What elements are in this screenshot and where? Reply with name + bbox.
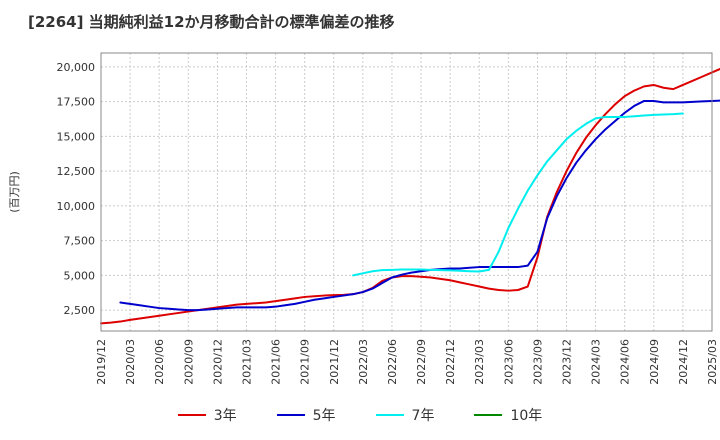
x-tick-label: 2019/12 [95,339,108,385]
x-tick-label: 2021/03 [240,339,253,385]
x-axis-ticks: 2019/12 2020/03 2020/06 2020/09 2020/12 2021/… [95,339,719,385]
x-tick-label: 2022/12 [444,339,457,385]
legend-swatch [375,414,404,416]
x-tick-label: 2021/12 [328,339,341,385]
legend-swatch [177,414,206,416]
x-tick-label: 2024/12 [677,339,690,385]
y-tick-label: 10,000 [57,200,96,213]
legend-item-2: 7年 [375,405,435,425]
x-tick-label: 2024/03 [590,339,603,385]
x-tick-label: 2022/09 [415,339,428,385]
x-tick-label: 2023/06 [502,339,515,385]
x-tick-label: 2023/03 [473,339,486,385]
x-tick-label: 2025/03 [706,339,719,385]
x-tick-label: 2021/06 [270,339,283,385]
series-line-2 [352,112,684,277]
x-tick-label: 2020/03 [124,339,137,385]
legend: 3年 5年 7年 10年 [0,402,720,428]
x-tick-label: 2023/09 [531,339,544,385]
y-tick-label: 2,500 [64,304,96,317]
x-tick-label: 2024/09 [648,339,661,385]
chart-title: [2264] 当期純利益12か月移動合計の標準偏差の推移 [28,13,395,31]
plot-area [101,53,712,331]
y-axis-title: (百万円) [8,171,21,213]
x-tick-label: 2020/12 [211,339,224,385]
legend-item-1: 5年 [276,405,336,425]
legend-swatch [276,414,305,416]
legend-label: 7年 [411,408,435,424]
legend-swatch [474,414,503,416]
x-tick-label: 2021/09 [299,339,312,385]
x-tick-label: 2022/06 [386,339,399,385]
y-tick-label: 15,000 [57,130,96,143]
legend-label: 5年 [312,408,336,424]
legend-item-0: 3年 [177,405,237,425]
y-tick-label: 20,000 [57,61,96,74]
plot-frame [100,52,713,332]
y-tick-label: 17,500 [57,96,96,109]
x-tick-label: 2022/03 [357,339,370,385]
series-lines [100,67,720,325]
legend-label: 3年 [213,408,237,424]
legend-item-3: 10年 [474,405,542,425]
y-tick-label: 7,500 [64,235,96,248]
x-tick-label: 2024/06 [619,339,632,385]
legend-label: 10年 [510,408,543,424]
y-tick-label: 12,500 [57,165,96,178]
x-tick-label: 2020/06 [153,339,166,385]
x-tick-label: 2020/09 [182,339,195,385]
y-tick-label: 5,000 [64,269,96,282]
x-tick-label: 2023/12 [561,339,574,385]
y-axis-ticks: 2,500 5,000 7,500 10,000 12,500 15,000 17,500 2… [57,61,96,317]
